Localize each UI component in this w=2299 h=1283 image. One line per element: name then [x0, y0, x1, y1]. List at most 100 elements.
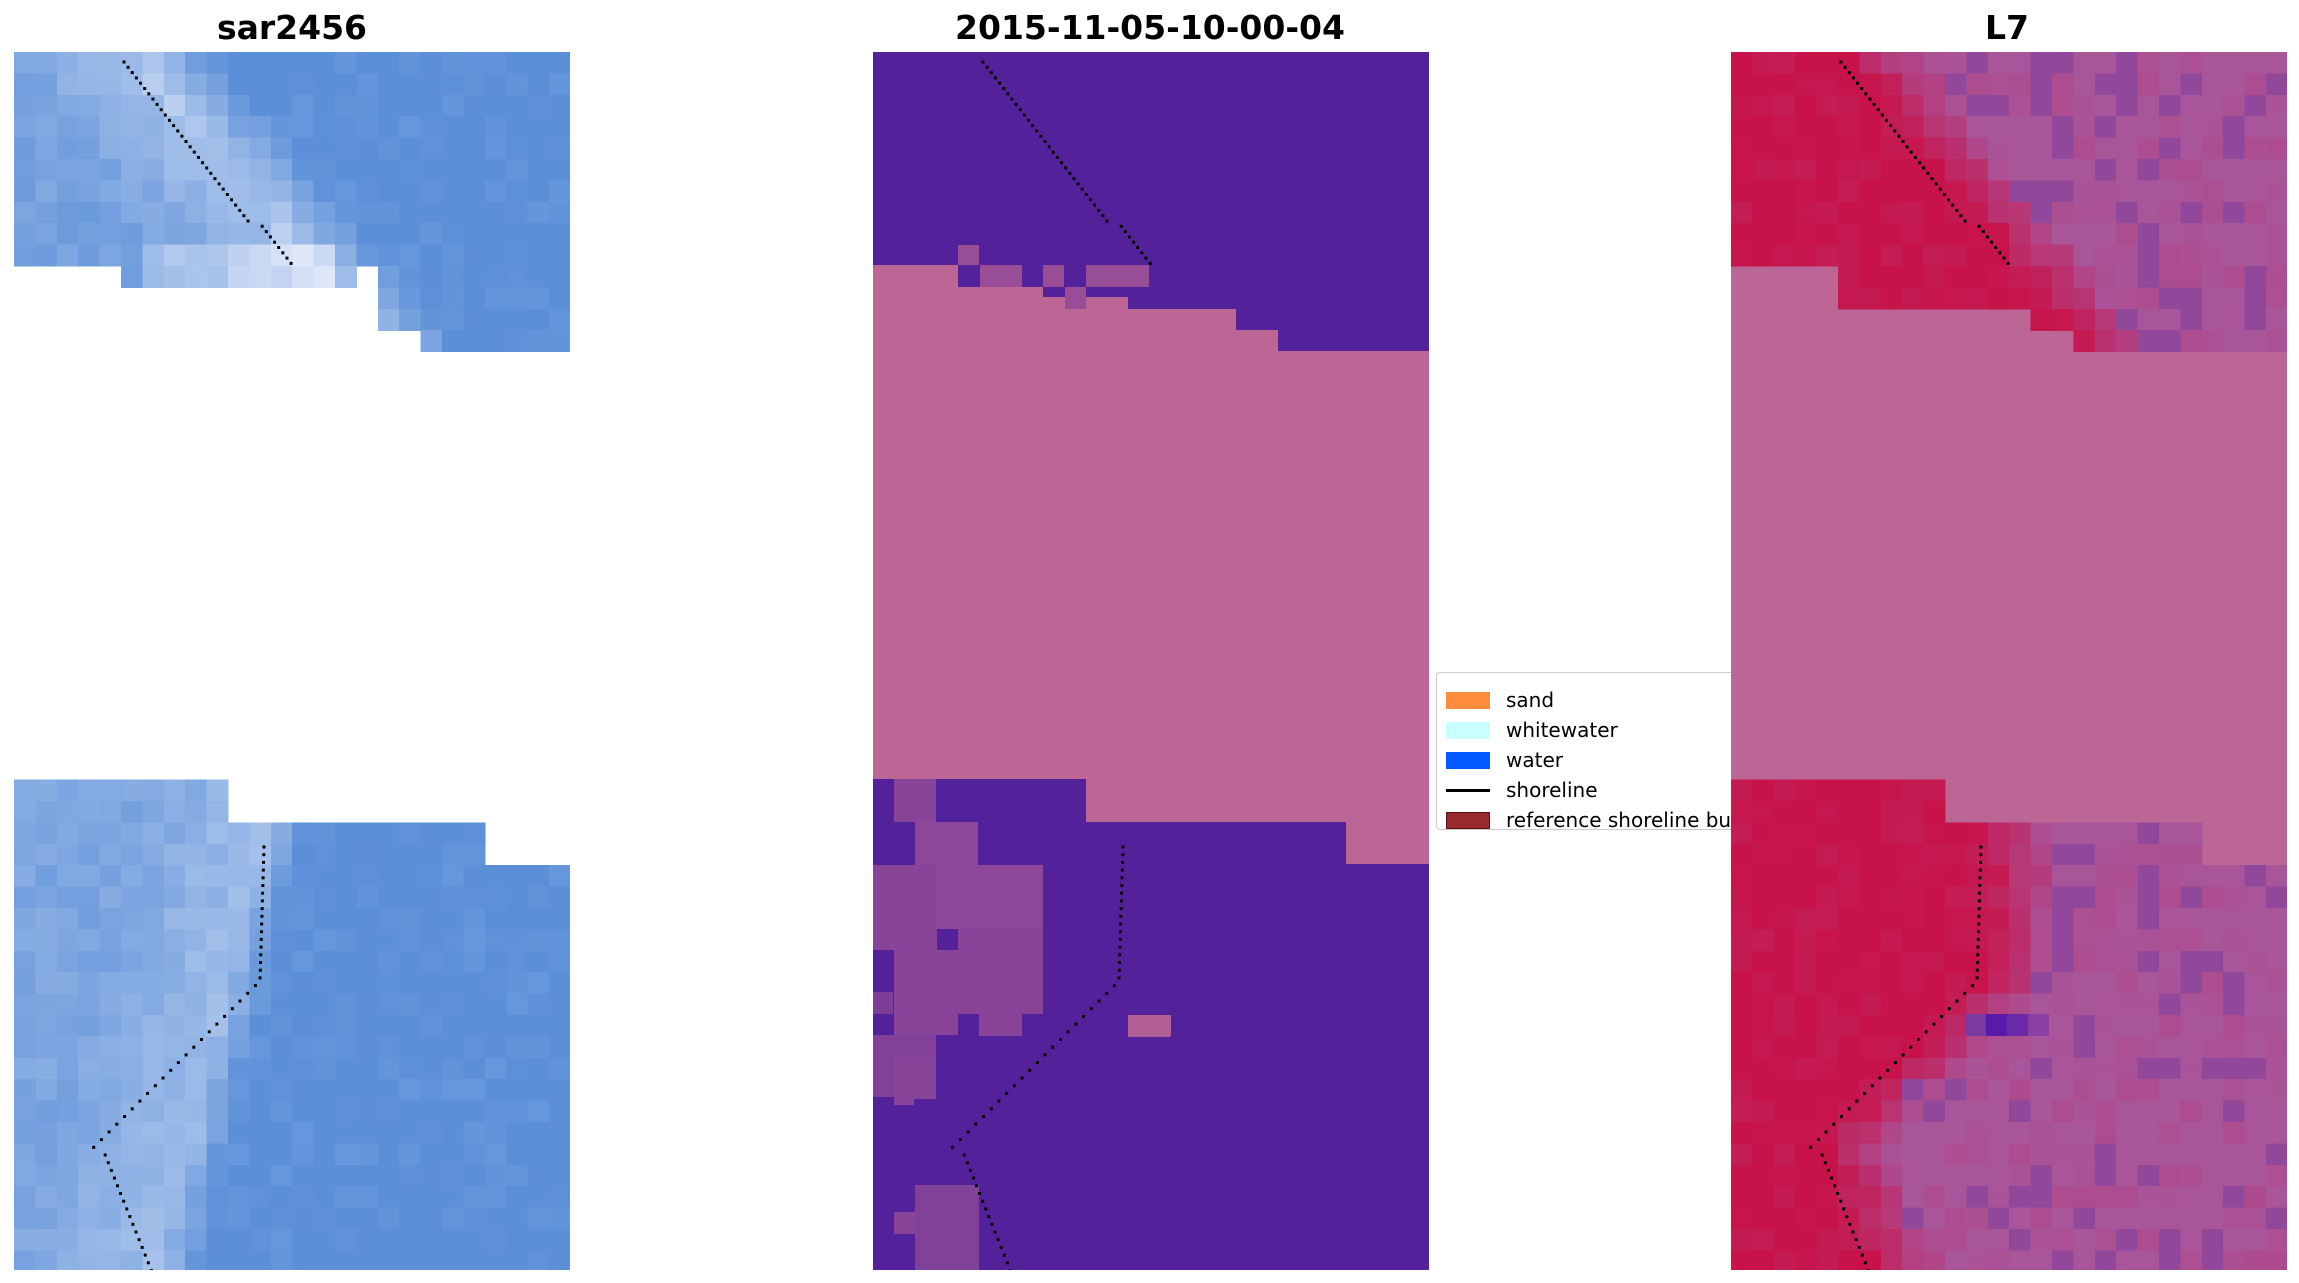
mixed-pixel — [1086, 265, 1149, 287]
shoreline-point — [1020, 1076, 1024, 1080]
shoreline-point — [281, 251, 285, 255]
whitewater-swatch — [1446, 721, 1490, 739]
shoreline-point — [1010, 97, 1014, 101]
shoreline-point — [1977, 922, 1981, 926]
shoreline-point — [115, 1122, 119, 1126]
shoreline-point — [1978, 891, 1982, 895]
shoreline-point — [1893, 1061, 1897, 1065]
legend-item-shoreline: shoreline — [1446, 777, 1598, 803]
shoreline-point — [1012, 1084, 1016, 1088]
shoreline-point — [99, 1138, 103, 1142]
shoreline-point — [1039, 134, 1043, 138]
shoreline-point — [1008, 1269, 1012, 1270]
shoreline-point — [1857, 1245, 1861, 1249]
shoreline-point — [1028, 1068, 1032, 1072]
shoreline-point — [1872, 102, 1876, 106]
shoreline-point — [1105, 219, 1109, 223]
shoreline-point — [1809, 1145, 1813, 1149]
shoreline-point — [1026, 118, 1030, 122]
mixed-pixel — [894, 1212, 915, 1234]
shoreline-point — [1005, 1261, 1009, 1265]
shoreline-point — [161, 1076, 165, 1080]
index-image — [1731, 52, 2287, 1270]
mixed-pixel — [979, 994, 1022, 1036]
shoreline-point — [149, 1269, 153, 1270]
shoreline-point — [140, 1245, 144, 1249]
shoreline-point — [131, 1222, 135, 1226]
shoreline-point — [1880, 113, 1884, 117]
shoreline-point — [126, 65, 130, 69]
shoreline-point — [1985, 235, 1989, 239]
shoreline-point — [112, 1176, 116, 1180]
mixed-pixel — [1065, 287, 1086, 309]
shoreline-point — [196, 155, 200, 159]
legend: sand whitewater water shoreline referenc… — [1436, 672, 1783, 830]
shoreline-point — [153, 1084, 157, 1088]
shoreline-point — [1977, 899, 1981, 903]
shoreline-point — [1909, 150, 1913, 154]
shoreline-point — [1979, 845, 1983, 849]
shoreline-point — [138, 1099, 142, 1103]
shoreline-point — [1955, 208, 1959, 212]
shoreline-point — [192, 150, 196, 154]
shoreline-point — [1059, 1038, 1062, 1041]
shoreline-point — [192, 1045, 196, 1049]
shoreline-point — [1926, 171, 1930, 175]
shoreline-point — [985, 65, 989, 69]
legend-label-sand: sand — [1506, 688, 1555, 712]
shoreline-point — [1823, 1161, 1827, 1165]
sand-swatch — [1446, 691, 1490, 709]
shoreline-point — [1976, 945, 1980, 949]
shoreline-point — [1860, 87, 1864, 90]
rgb-image-panel — [14, 52, 570, 1270]
shoreline-point — [1963, 219, 1967, 223]
shoreline-point — [1120, 876, 1124, 880]
shoreline-point — [261, 884, 265, 887]
shoreline-point — [962, 1153, 966, 1157]
shoreline-point — [1938, 187, 1942, 191]
shoreline-point — [1901, 1053, 1905, 1057]
shoreline-point — [180, 134, 184, 138]
shoreline-point — [201, 161, 205, 165]
shoreline-point — [116, 1184, 120, 1188]
shoreline-point — [981, 1199, 985, 1203]
water-pixel — [2007, 1014, 2028, 1036]
shoreline-point — [217, 182, 221, 186]
shoreline-point — [1132, 240, 1136, 244]
shoreline-point — [1876, 108, 1880, 112]
shoreline-point — [273, 240, 277, 244]
legend-label-shoreline: shoreline — [1506, 778, 1598, 802]
shoreline-point — [1121, 845, 1125, 849]
shoreline-point — [1121, 853, 1125, 857]
shoreline-point — [184, 140, 188, 143]
shoreline-point — [122, 60, 126, 64]
shoreline-point — [1878, 1076, 1882, 1080]
shoreline-point — [230, 1007, 234, 1011]
shoreline-point — [974, 1122, 978, 1126]
shoreline-point — [965, 1161, 969, 1165]
shoreline-point — [1978, 884, 1982, 887]
shoreline-point — [137, 1238, 141, 1242]
shoreline-point — [1856, 81, 1860, 85]
index-image-panel — [1731, 52, 2287, 1270]
shoreline-point — [1951, 203, 1955, 207]
shoreline-point — [1977, 914, 1981, 918]
shoreline-point — [1870, 1084, 1874, 1088]
shoreline-point — [209, 171, 213, 175]
legend-label-whitewater: whitewater — [1506, 718, 1618, 742]
shoreline-point — [1884, 118, 1888, 122]
shoreline-point — [151, 97, 155, 101]
shoreline-point — [1043, 140, 1047, 143]
shoreline-point — [176, 129, 180, 133]
shoreline-point — [1942, 193, 1946, 196]
shoreline-point — [223, 1014, 227, 1018]
legend-label-water: water — [1506, 748, 1563, 772]
shoreline-point — [184, 1053, 188, 1057]
shoreline-point — [1924, 1030, 1928, 1034]
mixed-pixel — [894, 779, 936, 822]
shoreline-point — [277, 246, 281, 249]
shoreline-point — [163, 113, 167, 117]
classified-image — [873, 52, 1429, 1270]
shoreline-point — [1940, 1014, 1944, 1018]
shoreline-point — [107, 1130, 111, 1134]
